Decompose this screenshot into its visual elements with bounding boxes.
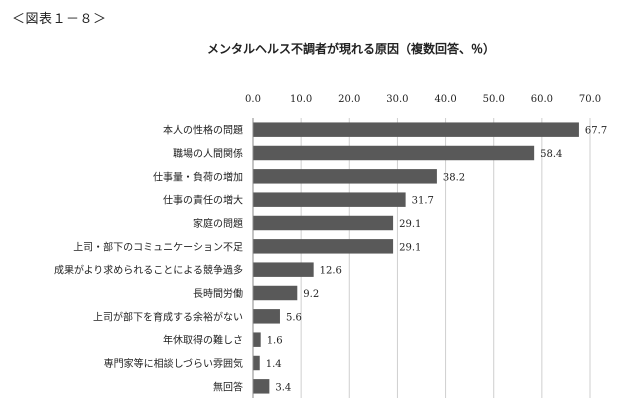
bar xyxy=(253,145,535,161)
category-label: 上司が部下を育成する余裕がない xyxy=(93,310,243,323)
bar xyxy=(253,192,406,207)
bar xyxy=(253,262,314,277)
category-label: 長時間労働 xyxy=(193,287,243,300)
bar xyxy=(253,169,437,184)
x-tick-label: 40.0 xyxy=(434,94,456,105)
bar xyxy=(253,285,298,301)
category-label: 年休取得の難しさ xyxy=(163,334,243,347)
x-tick-label: 50.0 xyxy=(483,94,505,105)
category-label: 仕事量・負荷の増加 xyxy=(153,170,243,183)
bars xyxy=(253,122,579,394)
data-label: 29.1 xyxy=(399,219,421,230)
category-label: 本人の性格の問題 xyxy=(163,124,243,137)
data-label: 3.4 xyxy=(275,382,291,393)
data-label: 12.6 xyxy=(320,266,342,277)
data-label: 31.7 xyxy=(412,196,434,207)
bar xyxy=(253,239,394,254)
category-label: 仕事の責任の増大 xyxy=(163,194,243,207)
x-tick-label: 20.0 xyxy=(338,94,360,105)
bar xyxy=(253,379,270,394)
data-label: 29.1 xyxy=(399,242,421,253)
category-label: 家庭の問題 xyxy=(193,217,243,230)
data-label: 9.2 xyxy=(303,289,319,300)
figure-label: ＜図表１－８＞ xyxy=(12,12,107,27)
category-label: 上司・部下のコミュニケーション不足 xyxy=(73,240,243,253)
chart-title: メンタルヘルス不調者が現れる原因（複数回答、％） xyxy=(206,42,495,56)
data-labels: 67.7 58.4 38.2 31.7 29.1 29.1 12.6 9.2 5.6 1.6 1.4… xyxy=(266,126,607,394)
x-tick-label: 0.0 xyxy=(245,94,261,105)
data-label: 5.6 xyxy=(286,312,302,323)
data-label: 38.2 xyxy=(443,172,465,183)
data-label: 1.6 xyxy=(267,336,283,347)
category-labels: 本人の性格の問題職場の人間関係仕事量・負荷の増加仕事の責任の増大家庭の問題上司・… xyxy=(54,124,243,394)
bar xyxy=(253,122,579,137)
x-tick-label: 10.0 xyxy=(290,94,312,105)
bar xyxy=(253,309,280,324)
x-tick-label: 70.0 xyxy=(579,94,601,105)
category-label: 成果がより求められることによる競争過多 xyxy=(54,264,243,277)
x-tick-label: 60.0 xyxy=(531,94,553,105)
category-label: 専門家等に相談しづらい雰囲気 xyxy=(104,357,243,370)
bar xyxy=(253,215,394,231)
x-tick-label: 30.0 xyxy=(386,94,408,105)
category-label: 職場の人間関係 xyxy=(173,147,243,160)
category-label: 無回答 xyxy=(213,380,243,393)
x-axis-ticks: 0.0 10.0 20.0 30.0 40.0 50.0 60.0 70.0 xyxy=(245,94,601,105)
data-label: 67.7 xyxy=(585,126,607,137)
data-label: 1.4 xyxy=(266,359,282,370)
bar xyxy=(253,332,261,347)
bar xyxy=(253,355,260,371)
data-label: 58.4 xyxy=(540,149,562,160)
